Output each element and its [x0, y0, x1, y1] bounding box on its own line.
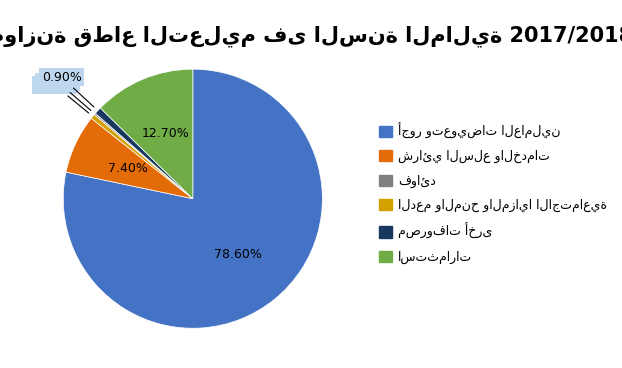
Text: 7.40%: 7.40% — [108, 162, 148, 175]
Text: 0.90%: 0.90% — [42, 71, 94, 107]
Text: 78.60%: 78.60% — [214, 248, 262, 261]
Text: 0.20%: 0.20% — [38, 75, 91, 110]
Text: موازنة قطاع التعليم فى السنة المالية 2017/2018: موازنة قطاع التعليم فى السنة المالية 201… — [0, 26, 622, 47]
Wedge shape — [66, 118, 193, 199]
Wedge shape — [100, 69, 193, 199]
Text: 0.60%: 0.60% — [35, 79, 89, 113]
Wedge shape — [63, 69, 322, 328]
Text: 12.70%: 12.70% — [141, 127, 189, 139]
Wedge shape — [95, 113, 193, 199]
Wedge shape — [91, 114, 193, 199]
Wedge shape — [95, 108, 193, 199]
Legend: أجور وتعويضات العاملين, شرائي السلع والخدمات, فوائد, الدعم والمنح والمزايا الاجت: أجور وتعويضات العاملين, شرائي السلع والخ… — [379, 123, 607, 264]
